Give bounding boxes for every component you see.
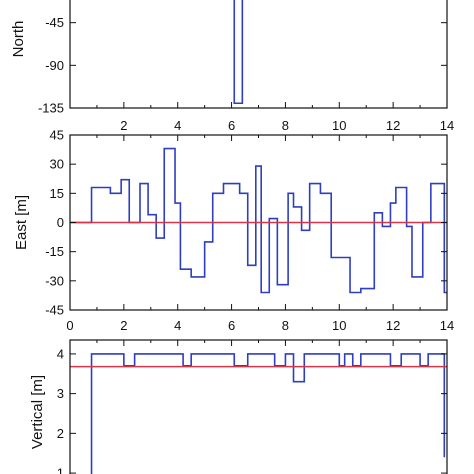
vertical-y-tick-label: 1 bbox=[57, 466, 64, 474]
east-x-tick-label-top: 2 bbox=[120, 118, 127, 133]
east-x-tick-label: 2 bbox=[120, 318, 127, 333]
east-y-tick-label: 15 bbox=[50, 186, 64, 201]
east-x-tick-label: 10 bbox=[332, 318, 346, 333]
north-y-axis-title: North bbox=[10, 21, 27, 58]
vertical-y-tick-label: 2 bbox=[57, 426, 64, 441]
vertical-series-line-0 bbox=[90, 353, 446, 474]
panel-north: -45 -90 -135 North bbox=[10, 0, 448, 116]
north-y-tick-label: -90 bbox=[45, 58, 64, 73]
north-y-tick-label: -45 bbox=[45, 15, 64, 30]
east-y-axis-title: East [m] bbox=[13, 195, 30, 250]
east-y-tick-label: -30 bbox=[45, 273, 64, 288]
east-y-tick-label: 30 bbox=[50, 157, 64, 172]
panel-vertical: 4 3 2 1 Vertical [m] bbox=[29, 339, 448, 474]
east-series-line-0 bbox=[70, 147, 447, 294]
east-y-tick-label: -45 bbox=[45, 303, 64, 318]
east-x-tick-label: 8 bbox=[282, 318, 289, 333]
vertical-y-tick-label: 3 bbox=[57, 386, 64, 401]
east-x-tick-label-top: 4 bbox=[174, 118, 181, 133]
east-x-tick-label: 12 bbox=[386, 318, 400, 333]
east-y-tick-label: 0 bbox=[57, 215, 64, 230]
east-x-tick-label: 4 bbox=[174, 318, 181, 333]
east-x-tick-label-top: 6 bbox=[228, 118, 235, 133]
east-y-tick-label: 45 bbox=[50, 128, 64, 143]
east-x-tick-label: 0 bbox=[66, 318, 73, 333]
north-series-line-0 bbox=[233, 0, 244, 105]
vertical-y-axis-title: Vertical [m] bbox=[29, 375, 46, 449]
east-x-tick-label: 14 bbox=[440, 318, 454, 333]
east-x-tick-label-top: 14 bbox=[440, 118, 454, 133]
east-x-tick-label-top: 8 bbox=[282, 118, 289, 133]
east-y-tick-label: -15 bbox=[45, 244, 64, 259]
east-x-tick-label-top: 12 bbox=[386, 118, 400, 133]
north-y-tick-label: -135 bbox=[38, 101, 64, 116]
north-plot-frame bbox=[69, 0, 448, 109]
east-x-tick-label-top: 10 bbox=[332, 118, 346, 133]
vertical-y-tick-label: 4 bbox=[57, 346, 64, 361]
east-x-tick-label: 6 bbox=[228, 318, 235, 333]
